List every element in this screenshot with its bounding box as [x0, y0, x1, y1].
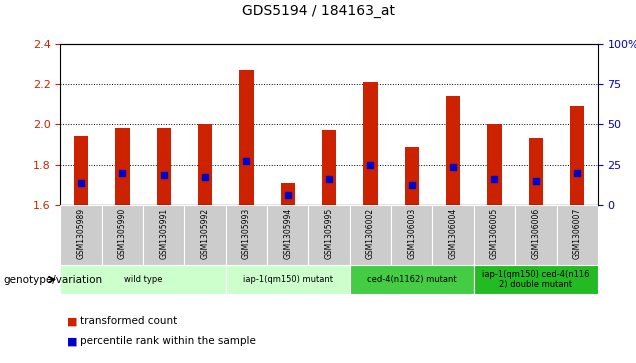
Text: GSM1305991: GSM1305991 — [159, 208, 169, 258]
Bar — [143, 205, 184, 265]
Bar — [474, 265, 598, 294]
Bar — [446, 96, 460, 205]
Text: GSM1306007: GSM1306007 — [572, 208, 582, 259]
Text: GSM1305995: GSM1305995 — [324, 208, 334, 259]
Text: GSM1306002: GSM1306002 — [366, 208, 375, 258]
Text: genotype/variation: genotype/variation — [3, 274, 102, 285]
Bar — [556, 205, 598, 265]
Text: percentile rank within the sample: percentile rank within the sample — [80, 336, 256, 346]
Text: GSM1305994: GSM1305994 — [283, 208, 293, 259]
Bar — [60, 205, 102, 265]
Text: GSM1306003: GSM1306003 — [407, 208, 417, 259]
Bar — [350, 205, 391, 265]
Bar — [432, 205, 474, 265]
Bar — [74, 136, 88, 205]
Bar — [474, 205, 515, 265]
Text: GSM1305990: GSM1305990 — [118, 208, 127, 259]
Bar — [239, 70, 254, 205]
Text: GSM1305993: GSM1305993 — [242, 208, 251, 259]
Bar — [570, 106, 584, 205]
Text: GSM1305989: GSM1305989 — [76, 208, 86, 258]
Bar — [226, 205, 267, 265]
Text: ■: ■ — [67, 316, 78, 326]
Bar — [350, 265, 474, 294]
Bar — [156, 129, 171, 205]
Bar — [363, 82, 378, 205]
Bar — [391, 205, 432, 265]
Bar — [529, 138, 543, 205]
Bar — [515, 205, 556, 265]
Bar — [115, 129, 130, 205]
Bar — [60, 265, 226, 294]
Text: iap-1(qm150) ced-4(n116
2) double mutant: iap-1(qm150) ced-4(n116 2) double mutant — [482, 270, 590, 289]
Bar — [198, 124, 212, 205]
Text: GSM1305992: GSM1305992 — [200, 208, 210, 258]
Text: GSM1306005: GSM1306005 — [490, 208, 499, 259]
Bar — [184, 205, 226, 265]
Bar — [322, 130, 336, 205]
Bar — [280, 183, 295, 205]
Text: ced-4(n1162) mutant: ced-4(n1162) mutant — [367, 275, 457, 284]
Bar — [226, 265, 350, 294]
Text: wild type: wild type — [124, 275, 162, 284]
Bar — [404, 147, 419, 205]
Text: GSM1306006: GSM1306006 — [531, 208, 541, 259]
Text: GSM1306004: GSM1306004 — [448, 208, 458, 259]
Bar — [267, 205, 308, 265]
Bar — [308, 205, 350, 265]
Bar — [487, 124, 502, 205]
Text: iap-1(qm150) mutant: iap-1(qm150) mutant — [243, 275, 333, 284]
Text: ■: ■ — [67, 336, 78, 346]
Text: GDS5194 / 184163_at: GDS5194 / 184163_at — [242, 4, 394, 18]
Bar — [102, 205, 143, 265]
Text: transformed count: transformed count — [80, 316, 177, 326]
